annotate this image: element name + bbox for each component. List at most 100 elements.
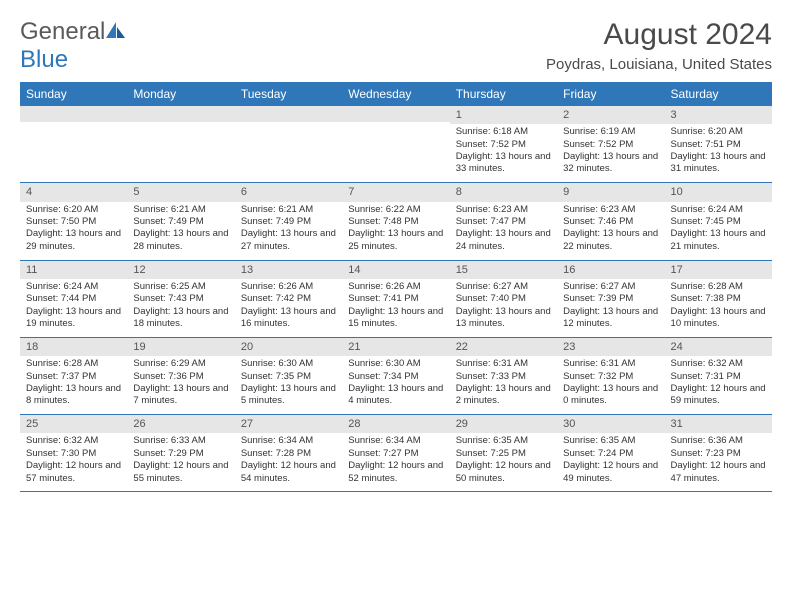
calendar-day-cell: 26Sunrise: 6:33 AMSunset: 7:29 PMDayligh… (127, 415, 234, 492)
calendar-day-cell: 12Sunrise: 6:25 AMSunset: 7:43 PMDayligh… (127, 260, 234, 337)
calendar-day-cell: 22Sunrise: 6:31 AMSunset: 7:33 PMDayligh… (450, 337, 557, 414)
calendar-header-row: SundayMondayTuesdayWednesdayThursdayFrid… (20, 82, 772, 106)
calendar-week-row: 4Sunrise: 6:20 AMSunset: 7:50 PMDaylight… (20, 183, 772, 260)
daylight-text: Daylight: 13 hours and 18 minutes. (133, 306, 228, 331)
sunrise-text: Sunrise: 6:21 AM (133, 204, 228, 216)
day-header: Monday (127, 82, 234, 106)
sail-icon (105, 18, 127, 36)
day-content: Sunrise: 6:34 AMSunset: 7:27 PMDaylight:… (342, 433, 449, 491)
sunset-text: Sunset: 7:50 PM (26, 216, 121, 228)
sunset-text: Sunset: 7:23 PM (671, 448, 766, 460)
daylight-text: Daylight: 13 hours and 21 minutes. (671, 228, 766, 253)
sunset-text: Sunset: 7:42 PM (241, 293, 336, 305)
daylight-text: Daylight: 13 hours and 15 minutes. (348, 306, 443, 331)
sunset-text: Sunset: 7:48 PM (348, 216, 443, 228)
day-content (20, 122, 127, 180)
calendar-day-cell: 13Sunrise: 6:26 AMSunset: 7:42 PMDayligh… (235, 260, 342, 337)
day-number: 25 (20, 415, 127, 433)
sunset-text: Sunset: 7:43 PM (133, 293, 228, 305)
calendar-day-cell: 27Sunrise: 6:34 AMSunset: 7:28 PMDayligh… (235, 415, 342, 492)
day-content: Sunrise: 6:31 AMSunset: 7:33 PMDaylight:… (450, 356, 557, 414)
day-number: 10 (665, 183, 772, 201)
day-content: Sunrise: 6:23 AMSunset: 7:46 PMDaylight:… (557, 202, 664, 260)
day-number: 19 (127, 338, 234, 356)
calendar-day-cell: 5Sunrise: 6:21 AMSunset: 7:49 PMDaylight… (127, 183, 234, 260)
sunrise-text: Sunrise: 6:26 AM (241, 281, 336, 293)
day-content: Sunrise: 6:18 AMSunset: 7:52 PMDaylight:… (450, 124, 557, 182)
calendar-day-cell: 3Sunrise: 6:20 AMSunset: 7:51 PMDaylight… (665, 106, 772, 183)
day-content: Sunrise: 6:31 AMSunset: 7:32 PMDaylight:… (557, 356, 664, 414)
sunset-text: Sunset: 7:41 PM (348, 293, 443, 305)
day-number: 8 (450, 183, 557, 201)
calendar-day-cell: 20Sunrise: 6:30 AMSunset: 7:35 PMDayligh… (235, 337, 342, 414)
sunrise-text: Sunrise: 6:18 AM (456, 126, 551, 138)
day-number: 4 (20, 183, 127, 201)
sunrise-text: Sunrise: 6:32 AM (671, 358, 766, 370)
daylight-text: Daylight: 13 hours and 33 minutes. (456, 151, 551, 176)
calendar-day-cell: 2Sunrise: 6:19 AMSunset: 7:52 PMDaylight… (557, 106, 664, 183)
day-number (20, 106, 127, 122)
sunset-text: Sunset: 7:31 PM (671, 371, 766, 383)
sunrise-text: Sunrise: 6:25 AM (133, 281, 228, 293)
daylight-text: Daylight: 13 hours and 4 minutes. (348, 383, 443, 408)
daylight-text: Daylight: 12 hours and 57 minutes. (26, 460, 121, 485)
day-number: 18 (20, 338, 127, 356)
daylight-text: Daylight: 13 hours and 27 minutes. (241, 228, 336, 253)
sunrise-text: Sunrise: 6:28 AM (26, 358, 121, 370)
day-content: Sunrise: 6:35 AMSunset: 7:25 PMDaylight:… (450, 433, 557, 491)
day-number: 6 (235, 183, 342, 201)
sunrise-text: Sunrise: 6:20 AM (671, 126, 766, 138)
sunrise-text: Sunrise: 6:35 AM (563, 435, 658, 447)
sunrise-text: Sunrise: 6:35 AM (456, 435, 551, 447)
calendar-day-cell (20, 106, 127, 183)
daylight-text: Daylight: 13 hours and 13 minutes. (456, 306, 551, 331)
day-number: 30 (557, 415, 664, 433)
day-number: 9 (557, 183, 664, 201)
daylight-text: Daylight: 13 hours and 2 minutes. (456, 383, 551, 408)
day-number: 7 (342, 183, 449, 201)
sunrise-text: Sunrise: 6:31 AM (563, 358, 658, 370)
day-content: Sunrise: 6:20 AMSunset: 7:51 PMDaylight:… (665, 124, 772, 182)
day-content: Sunrise: 6:19 AMSunset: 7:52 PMDaylight:… (557, 124, 664, 182)
day-content: Sunrise: 6:23 AMSunset: 7:47 PMDaylight:… (450, 202, 557, 260)
sunset-text: Sunset: 7:35 PM (241, 371, 336, 383)
day-header: Wednesday (342, 82, 449, 106)
sunrise-text: Sunrise: 6:27 AM (563, 281, 658, 293)
day-number: 31 (665, 415, 772, 433)
sunrise-text: Sunrise: 6:26 AM (348, 281, 443, 293)
sunrise-text: Sunrise: 6:21 AM (241, 204, 336, 216)
calendar-day-cell: 24Sunrise: 6:32 AMSunset: 7:31 PMDayligh… (665, 337, 772, 414)
sunrise-text: Sunrise: 6:24 AM (671, 204, 766, 216)
daylight-text: Daylight: 12 hours and 49 minutes. (563, 460, 658, 485)
calendar-day-cell: 11Sunrise: 6:24 AMSunset: 7:44 PMDayligh… (20, 260, 127, 337)
month-title: August 2024 (546, 18, 772, 52)
day-content: Sunrise: 6:36 AMSunset: 7:23 PMDaylight:… (665, 433, 772, 491)
sunset-text: Sunset: 7:49 PM (133, 216, 228, 228)
calendar-day-cell: 28Sunrise: 6:34 AMSunset: 7:27 PMDayligh… (342, 415, 449, 492)
daylight-text: Daylight: 13 hours and 22 minutes. (563, 228, 658, 253)
sunrise-text: Sunrise: 6:34 AM (348, 435, 443, 447)
day-number: 26 (127, 415, 234, 433)
day-content: Sunrise: 6:24 AMSunset: 7:45 PMDaylight:… (665, 202, 772, 260)
header: GeneralBlue August 2024 Poydras, Louisia… (20, 18, 772, 74)
day-content: Sunrise: 6:32 AMSunset: 7:31 PMDaylight:… (665, 356, 772, 414)
sunset-text: Sunset: 7:27 PM (348, 448, 443, 460)
sunrise-text: Sunrise: 6:23 AM (563, 204, 658, 216)
calendar-day-cell: 19Sunrise: 6:29 AMSunset: 7:36 PMDayligh… (127, 337, 234, 414)
calendar-day-cell: 1Sunrise: 6:18 AMSunset: 7:52 PMDaylight… (450, 106, 557, 183)
sunset-text: Sunset: 7:25 PM (456, 448, 551, 460)
day-number: 29 (450, 415, 557, 433)
daylight-text: Daylight: 13 hours and 0 minutes. (563, 383, 658, 408)
day-header: Thursday (450, 82, 557, 106)
day-number: 17 (665, 261, 772, 279)
daylight-text: Daylight: 13 hours and 29 minutes. (26, 228, 121, 253)
sunrise-text: Sunrise: 6:24 AM (26, 281, 121, 293)
sunset-text: Sunset: 7:32 PM (563, 371, 658, 383)
sunset-text: Sunset: 7:36 PM (133, 371, 228, 383)
calendar-day-cell: 9Sunrise: 6:23 AMSunset: 7:46 PMDaylight… (557, 183, 664, 260)
day-number: 11 (20, 261, 127, 279)
sunset-text: Sunset: 7:28 PM (241, 448, 336, 460)
calendar-week-row: 25Sunrise: 6:32 AMSunset: 7:30 PMDayligh… (20, 415, 772, 492)
sunset-text: Sunset: 7:37 PM (26, 371, 121, 383)
sunrise-text: Sunrise: 6:28 AM (671, 281, 766, 293)
